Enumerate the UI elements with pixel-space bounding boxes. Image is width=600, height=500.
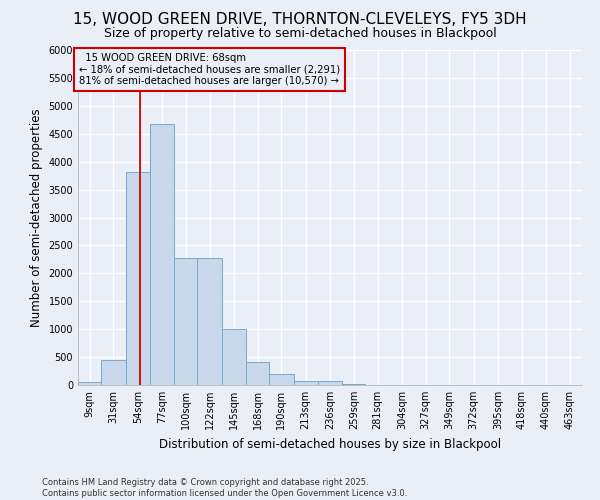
- Bar: [221, 329, 246, 385]
- Bar: [174, 258, 197, 385]
- Bar: [293, 380, 318, 385]
- X-axis label: Distribution of semi-detached houses by size in Blackpool: Distribution of semi-detached houses by …: [159, 438, 501, 450]
- Bar: [246, 362, 269, 385]
- Y-axis label: Number of semi-detached properties: Number of semi-detached properties: [30, 108, 43, 327]
- Text: Contains HM Land Registry data © Crown copyright and database right 2025.
Contai: Contains HM Land Registry data © Crown c…: [42, 478, 407, 498]
- Bar: [269, 374, 293, 385]
- Text: Size of property relative to semi-detached houses in Blackpool: Size of property relative to semi-detach…: [104, 28, 496, 40]
- Bar: [197, 258, 221, 385]
- Bar: [342, 384, 365, 385]
- Bar: [125, 172, 150, 385]
- Text: 15 WOOD GREEN DRIVE: 68sqm
← 18% of semi-detached houses are smaller (2,291)
81%: 15 WOOD GREEN DRIVE: 68sqm ← 18% of semi…: [79, 53, 340, 86]
- Bar: [78, 382, 101, 385]
- Bar: [101, 360, 125, 385]
- Bar: [150, 124, 174, 385]
- Bar: [318, 380, 342, 385]
- Text: 15, WOOD GREEN DRIVE, THORNTON-CLEVELEYS, FY5 3DH: 15, WOOD GREEN DRIVE, THORNTON-CLEVELEYS…: [73, 12, 527, 28]
